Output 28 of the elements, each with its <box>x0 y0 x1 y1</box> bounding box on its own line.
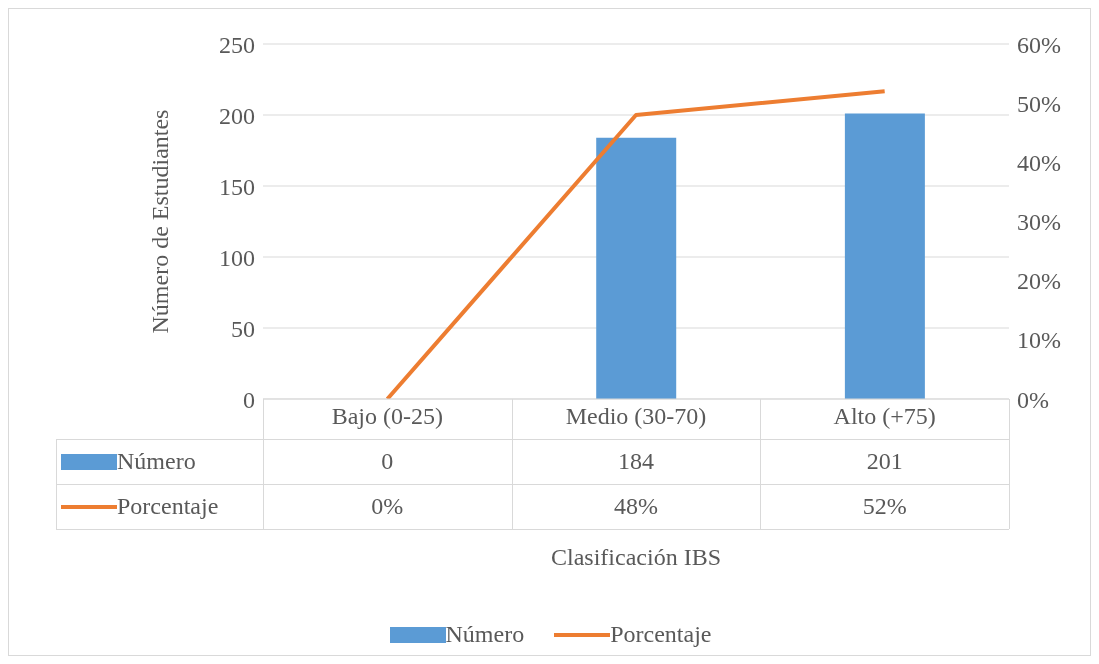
y-tick-label: 0 <box>243 386 255 413</box>
text: Número <box>117 448 196 474</box>
x-tick-label: Medio (30-70) <box>565 403 707 430</box>
y2-tick-label: 10% <box>1017 327 1061 354</box>
data-label: 184 <box>617 447 655 476</box>
legend-label: Porcentaje <box>117 493 219 520</box>
y-tick-label: 150 <box>219 173 255 200</box>
text: Porcentaje <box>610 621 712 647</box>
y2-tick-label: 20% <box>1017 268 1061 295</box>
y2-tick-label: 40% <box>1017 149 1061 176</box>
y-tick-label: 50 <box>231 315 255 342</box>
data-label: 201 <box>865 447 904 476</box>
y2-tick-label: 0% <box>1017 386 1049 413</box>
y-tick-label: 200 <box>219 102 255 129</box>
data-label: 0 <box>380 447 395 476</box>
legend-label: Número <box>445 621 525 648</box>
data-label: 48% <box>613 492 659 521</box>
y2-tick-label: 30% <box>1017 209 1061 236</box>
y-tick-label: 100 <box>219 244 255 271</box>
y-tick-label: 250 <box>219 31 255 58</box>
y2-tick-label: 50% <box>1017 90 1061 117</box>
y2-tick-label: 60% <box>1017 31 1061 58</box>
data-label: 52% <box>861 492 908 521</box>
data-label: 0% <box>370 492 405 521</box>
x-axis-title: Clasificación IBS <box>550 544 722 571</box>
y-axis-title: Número de Estudiantes <box>146 109 173 334</box>
x-tick-label: Bajo (0-25) <box>331 403 443 430</box>
x-tick-label: Alto (+75) <box>833 403 936 430</box>
